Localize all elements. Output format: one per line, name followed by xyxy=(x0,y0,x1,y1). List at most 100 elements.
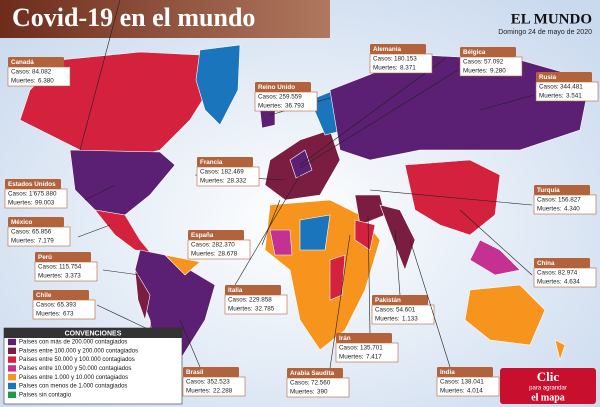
cases-value: 180.153 xyxy=(394,56,417,63)
deaths-value: 7.179 xyxy=(38,238,54,245)
legend-label: Países entre 100.000 y 200.000 contagiad… xyxy=(19,348,138,354)
country-name: México xyxy=(11,219,33,226)
deaths-value: 6.380 xyxy=(38,78,54,85)
country-name: Alemania xyxy=(373,46,401,53)
cases-label: Casos: xyxy=(373,56,393,63)
leader-line xyxy=(394,229,401,296)
country-name: India xyxy=(440,369,455,376)
leader-line xyxy=(479,94,535,111)
stats-box xyxy=(182,376,246,397)
button-bg[interactable] xyxy=(500,368,596,404)
cases-value: 229.858 xyxy=(249,297,272,304)
leader-line xyxy=(459,209,533,276)
stats-box xyxy=(254,91,318,112)
deaths-value: 3.373 xyxy=(65,273,81,280)
country-name: Canadá xyxy=(11,59,34,66)
button-text[interactable]: el mapa xyxy=(531,392,565,403)
cases-label: Casos: xyxy=(440,379,460,386)
deaths-label: Muertes: xyxy=(258,103,283,110)
cases-label: Casos: xyxy=(463,59,483,66)
country-name: Estados Unidos xyxy=(8,181,56,188)
enlarge-button[interactable]: Clic para agrandar el mapa xyxy=(500,368,596,404)
name-tab xyxy=(183,367,239,377)
stats-box xyxy=(7,66,71,87)
leader-line xyxy=(299,69,459,169)
deaths-label: Muertes: xyxy=(539,93,564,100)
name-tab xyxy=(287,368,343,378)
country-name: Turquía xyxy=(537,187,560,194)
name-tab xyxy=(534,185,590,195)
cases-value: 282.370 xyxy=(212,242,235,249)
stats-box xyxy=(335,342,399,363)
leader-line xyxy=(369,189,533,206)
title: Covid-19 en el mundo xyxy=(12,3,255,32)
country-name: Pakistán xyxy=(375,297,401,304)
deaths-value: 28.678 xyxy=(218,251,238,258)
cases-value: 65.393 xyxy=(57,302,77,309)
country-name: Bélgica xyxy=(463,49,486,56)
deaths-value: 9.280 xyxy=(490,68,506,75)
legend-swatch xyxy=(8,382,16,390)
cases-label: Casos: xyxy=(228,297,248,304)
cases-label: Casos: xyxy=(11,229,31,236)
stats-box xyxy=(224,294,288,315)
deaths-value: 7.417 xyxy=(366,354,382,361)
deaths-value: 22.288 xyxy=(213,388,233,395)
country-name: España xyxy=(191,232,214,239)
cases-label: Casos: xyxy=(38,264,58,271)
leader-line xyxy=(299,57,447,166)
deaths-label: Muertes: xyxy=(537,279,562,286)
stats-box xyxy=(369,53,433,74)
leader-line xyxy=(329,234,351,369)
stats-box xyxy=(7,226,71,247)
leader-line xyxy=(96,304,151,331)
legend-swatch xyxy=(8,347,16,354)
stats-box xyxy=(196,166,260,187)
button-text[interactable]: para agrandar xyxy=(529,386,567,392)
country-name: Reino Unido xyxy=(258,84,295,91)
leader-line xyxy=(409,239,451,368)
deaths-label: Muertes: xyxy=(440,388,465,395)
legend-items: Países con más de 200.000 contagiados Paí… xyxy=(8,338,138,398)
cases-value: 1'675.880 xyxy=(29,191,57,198)
date: Domingo 24 de mayo de 2020 xyxy=(498,29,592,36)
name-tab xyxy=(225,285,281,295)
deaths-label: Muertes: xyxy=(228,306,253,313)
cases-value: 344.481 xyxy=(560,84,583,91)
deaths-label: Muertes: xyxy=(11,78,36,85)
stats-box xyxy=(371,304,435,325)
name-tab xyxy=(372,295,428,305)
legend-box xyxy=(3,327,183,405)
deaths-value: 99.003 xyxy=(35,200,55,207)
legend-title: CONVENCIONES xyxy=(65,330,122,337)
deaths-value: 28.332 xyxy=(227,178,247,185)
name-tab xyxy=(188,230,244,240)
country-name: Francia xyxy=(200,159,223,166)
button-text[interactable]: Clic xyxy=(537,369,560,384)
leader-line xyxy=(102,269,141,276)
leader-line xyxy=(179,319,201,368)
stats-box xyxy=(4,188,68,209)
deaths-label: Muertes: xyxy=(339,354,364,361)
cases-value: 259.559 xyxy=(279,94,302,101)
deaths-label: Muertes: xyxy=(186,388,211,395)
cases-value: 352.523 xyxy=(207,379,230,386)
deaths-value: 3.541 xyxy=(566,93,582,100)
cases-label: Casos: xyxy=(375,307,395,314)
deaths-label: Muertes: xyxy=(375,316,400,323)
name-tab xyxy=(460,47,516,57)
cases-label: Casos: xyxy=(186,379,206,386)
country-name: Chile xyxy=(36,292,52,299)
cases-label: Casos: xyxy=(191,242,211,249)
stats-box xyxy=(187,239,251,260)
deaths-label: Muertes: xyxy=(463,68,488,75)
legend-label: Países entre 50.000 y 100.000 contagiado… xyxy=(19,357,135,363)
cases-label: Casos: xyxy=(290,380,310,387)
cases-label: Casos: xyxy=(8,191,28,198)
name-tab xyxy=(255,82,311,92)
stats-box xyxy=(533,267,597,288)
cases-label: Casos: xyxy=(339,345,359,352)
cases-value: 135.701 xyxy=(360,345,383,352)
cases-value: 156.827 xyxy=(558,197,581,204)
